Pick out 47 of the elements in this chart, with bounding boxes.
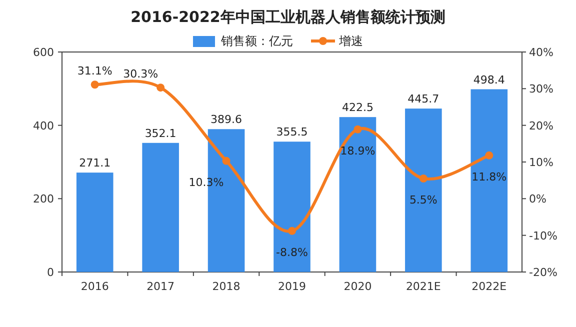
y2-tick-label: 10% (529, 156, 554, 169)
y-tick-label: 600 (33, 46, 54, 59)
data-label: 355.5 (276, 126, 308, 139)
bar (274, 142, 310, 272)
data-label: 422.5 (342, 101, 374, 114)
bar (76, 172, 114, 272)
data-label: 11.8% (472, 170, 507, 184)
x-tick-label: 2017 (146, 280, 175, 293)
x-tick-label: 2018 (212, 280, 240, 293)
data-label: 352.1 (144, 126, 176, 140)
y-tick-label: 200 (33, 192, 54, 206)
chart-title: 2016-2022年中国工业机器人销售额统计预测 (130, 8, 446, 26)
y2-tick-label: 30% (529, 82, 554, 96)
bar (142, 142, 179, 272)
data-label: 445.7 (408, 92, 440, 106)
data-label: 271.1 (79, 156, 111, 170)
legend-label: 销售额：亿元 (220, 34, 293, 48)
y2-tick-label: 0% (529, 192, 546, 206)
bar (339, 117, 376, 272)
x-tick-label: 2021E (406, 280, 441, 293)
data-label: 5.5% (409, 194, 438, 206)
point (354, 125, 362, 134)
point (288, 226, 296, 235)
y-tick-label: 400 (33, 119, 54, 132)
point (156, 84, 165, 92)
data-label: 31.1% (77, 64, 112, 78)
data-label: 30.3% (123, 68, 158, 81)
bar (470, 89, 508, 272)
y2-tick-label: -10% (529, 229, 558, 242)
point (419, 174, 428, 182)
y2-tick-label: 40% (529, 46, 554, 59)
x-tick-label: 2022E (472, 280, 507, 293)
data-label: 389.6 (210, 113, 242, 126)
point (485, 151, 494, 160)
legend-label: 增速 (338, 34, 363, 48)
y2-tick-label: 20% (529, 119, 554, 132)
data-label: 18.9% (340, 144, 376, 158)
point (222, 156, 230, 165)
data-label: -8.8% (276, 246, 308, 259)
bar (405, 108, 442, 272)
x-tick-label: 2020 (344, 280, 372, 293)
data-label: 498.4 (473, 73, 505, 86)
y2-tick-label: -20% (529, 266, 558, 279)
point (90, 80, 99, 89)
x-tick-label: 2019 (278, 280, 306, 293)
x-tick-label: 2016 (80, 280, 109, 293)
y-tick-label: 0 (47, 266, 54, 279)
